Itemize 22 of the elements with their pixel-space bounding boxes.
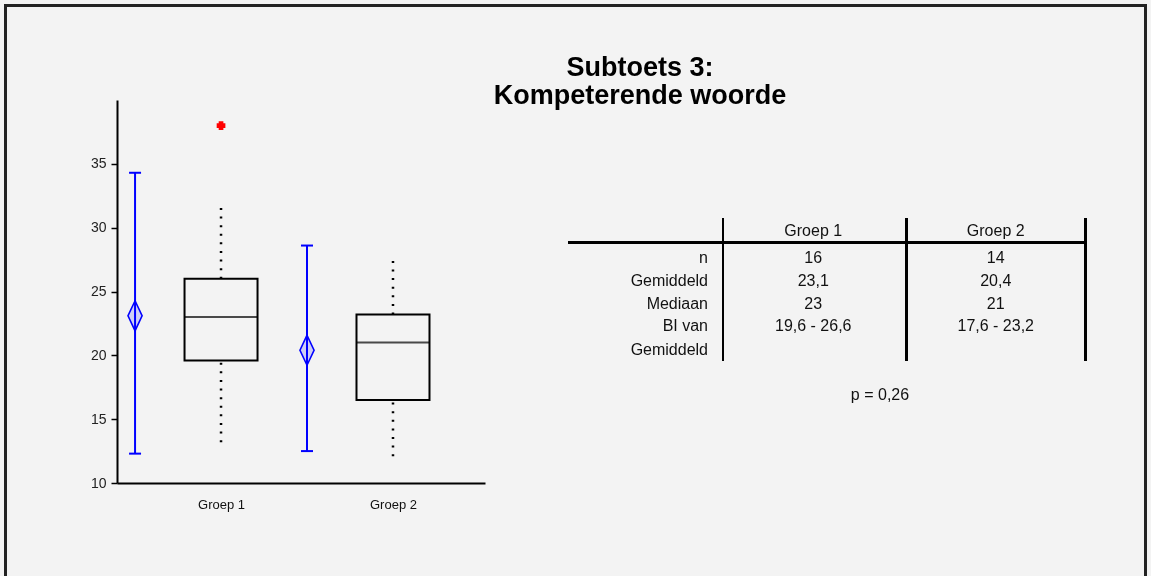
- text: 17,6 - 23,2: [957, 316, 1034, 337]
- text: 20,4: [980, 270, 1012, 291]
- text: n: [699, 248, 708, 268]
- text: Subtoets 3: Kompeterende woorde: [493, 52, 787, 110]
- text: Mediaan: [646, 293, 708, 314]
- text: Gemiddeld: [630, 270, 708, 291]
- category-label: Groep 1: [784, 221, 843, 239]
- text: BI van Gemiddeld: [630, 316, 708, 361]
- y-tick-label: 25: [90, 283, 107, 299]
- text: 21: [986, 293, 1005, 314]
- text: 23: [804, 293, 823, 314]
- y-tick-label: 15: [90, 410, 107, 427]
- y-tick-label: 35: [90, 155, 107, 172]
- category-label: Groep 2: [966, 221, 1025, 239]
- text: 23,1: [797, 270, 829, 291]
- text: 16: [804, 248, 823, 268]
- y-tick-label: 30: [90, 219, 107, 236]
- text: 19,6 - 26,6: [775, 316, 852, 337]
- text: 14: [986, 248, 1005, 268]
- y-tick-label: 20: [90, 346, 107, 363]
- text: p = 0,26: [850, 385, 910, 405]
- y-tick-label: 10: [90, 474, 107, 491]
